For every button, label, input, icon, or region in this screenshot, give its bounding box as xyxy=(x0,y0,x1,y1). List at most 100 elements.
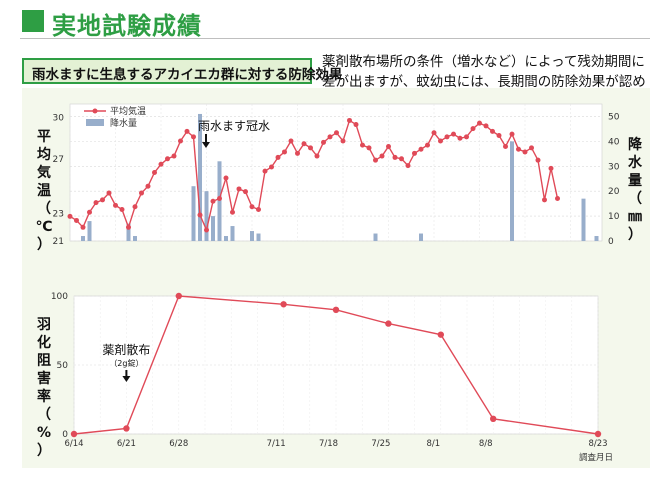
inhibition-point xyxy=(123,425,130,432)
temperature-point xyxy=(93,200,99,206)
rainfall-bar xyxy=(133,236,137,241)
temperature-point xyxy=(67,213,73,219)
temperature-point xyxy=(353,122,359,128)
temperature-point xyxy=(145,183,151,189)
spraying-arrow-head xyxy=(122,376,131,382)
temperature-point xyxy=(178,138,183,144)
rainfall-bar xyxy=(256,233,261,241)
rainfall-bar xyxy=(581,198,586,241)
temperature-point xyxy=(314,153,320,159)
temperature-point xyxy=(425,142,430,148)
temperature-point xyxy=(386,143,391,149)
temperature-point xyxy=(334,130,339,136)
temperature-point xyxy=(197,212,203,218)
temperature-point xyxy=(457,135,463,141)
temperature-point xyxy=(152,170,157,175)
axis-label-char: ℃ xyxy=(35,219,53,235)
rainfall-tick-label: 30 xyxy=(608,162,620,172)
inhibition-point xyxy=(437,331,444,338)
axis-label-char: 平 xyxy=(37,129,51,145)
axis-label-char: 化 xyxy=(37,335,51,351)
temperature-point xyxy=(522,149,528,155)
legend-temperature-label: 平均気温 xyxy=(110,105,146,117)
temperature-point xyxy=(74,217,79,223)
axis-label-char: 量 xyxy=(628,173,642,189)
temperature-point xyxy=(87,209,92,215)
axis-label-char: 阻 xyxy=(37,353,51,369)
temperature-point xyxy=(262,168,268,174)
temperature-point xyxy=(464,134,469,140)
temperature-point xyxy=(158,161,164,167)
title-marker xyxy=(22,10,44,32)
temperature-point xyxy=(80,224,86,230)
axis-label-char: （ xyxy=(628,191,642,207)
temperature-point xyxy=(477,120,482,126)
axis-label-char: ） xyxy=(37,237,51,253)
temperature-point xyxy=(184,128,190,134)
legend-rainfall-swatch xyxy=(86,119,104,126)
rainfall-bar xyxy=(87,221,92,241)
temperature-tick-label: 23 xyxy=(53,210,64,220)
temperature-point xyxy=(282,149,287,155)
temperature-point xyxy=(438,138,443,144)
temperature-point xyxy=(431,130,437,136)
date-tick-label: 7/18 xyxy=(319,439,338,449)
axis-label-char: ） xyxy=(628,227,642,243)
date-tick-label: 8/23 xyxy=(588,439,607,449)
temperature-point xyxy=(405,163,411,169)
temperature-point xyxy=(412,150,417,156)
flooding-annotation-label: 雨水ます冠水 xyxy=(198,119,270,133)
rainfall-tick-label: 10 xyxy=(608,212,620,222)
temperature-point xyxy=(548,165,554,171)
temperature-point xyxy=(301,141,307,147)
date-tick-label: 6/21 xyxy=(117,439,136,449)
temperature-tick-label: 21 xyxy=(53,237,64,247)
temperature-tick-label: 30 xyxy=(53,114,65,124)
rainfall-bar xyxy=(224,236,228,241)
temperature-point xyxy=(295,150,300,156)
temperature-point xyxy=(288,138,294,144)
legend-rainfall-label: 降水量 xyxy=(110,117,137,129)
emergence-inhibition-axis-label: 羽化阻害率 （% ） xyxy=(35,316,53,460)
rainfall-tick-label: 20 xyxy=(608,187,620,197)
temperature-point xyxy=(470,126,476,132)
axis-label-char: 水 xyxy=(628,155,642,171)
description-text: 薬剤散布場所の条件（増水など）によって残効期間に差が出ますが、蚊幼虫には、長期間… xyxy=(322,54,646,110)
temperature-point xyxy=(516,146,521,152)
temperature-axis-label: 平均気温 （ ℃ ） xyxy=(35,128,53,254)
temperature-point xyxy=(119,206,125,212)
date-tick-label: 8/8 xyxy=(479,439,493,449)
temperature-point xyxy=(340,138,346,144)
temperature-point xyxy=(327,134,333,140)
axis-label-char: 羽 xyxy=(37,317,51,333)
temperature-point xyxy=(321,139,326,145)
temperature-point xyxy=(379,153,385,159)
temperature-line xyxy=(69,119,559,233)
temperature-point xyxy=(360,142,365,148)
temperature-point xyxy=(418,146,424,152)
temperature-point xyxy=(483,123,489,129)
axis-label-char: 均 xyxy=(37,147,51,163)
axis-label-char: % xyxy=(36,425,52,441)
temperature-point xyxy=(204,227,209,233)
inhibition-point xyxy=(70,430,78,438)
inhibition-point xyxy=(280,301,287,308)
legend-temperature-marker xyxy=(92,108,98,114)
flooding-arrow-head xyxy=(202,142,210,148)
temperature-point xyxy=(126,224,131,230)
rainfall-bar xyxy=(217,161,222,241)
inhibition-point xyxy=(332,306,340,313)
inhibition-point xyxy=(490,415,497,423)
axis-label-char: ㎜ xyxy=(628,209,642,225)
rainfall-tick-label: 50 xyxy=(608,112,620,122)
inhibition-tick-label: 0 xyxy=(62,430,68,440)
temperature-point xyxy=(165,156,170,162)
temperature-point xyxy=(249,204,255,210)
rainfall-bar xyxy=(250,231,254,241)
temperature-point xyxy=(529,145,534,151)
temperature-tick-label: 27 xyxy=(53,155,64,165)
date-axis-label: 調査月日 xyxy=(579,452,613,463)
temperature-point xyxy=(535,157,541,163)
